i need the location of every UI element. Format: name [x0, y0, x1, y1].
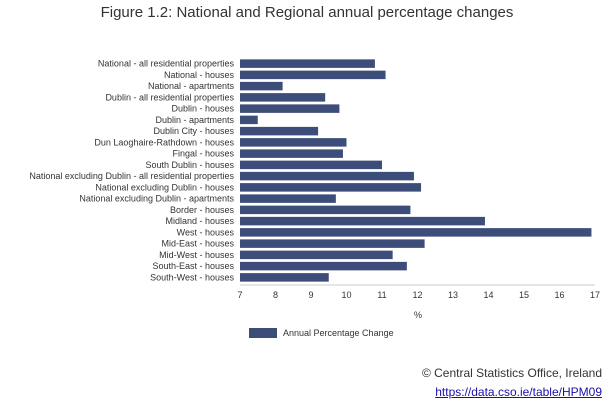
- category-label: Mid-West - houses: [159, 250, 234, 260]
- bar[interactable]: [240, 59, 375, 68]
- x-tick-label: 9: [308, 290, 313, 300]
- category-label: Dublin - apartments: [155, 115, 234, 125]
- category-label: West - houses: [177, 227, 235, 237]
- category-label: Mid-East - houses: [161, 239, 234, 249]
- x-tick-label: 7: [237, 290, 242, 300]
- x-tick-label: 10: [341, 290, 351, 300]
- category-label: South Dublin - houses: [145, 160, 234, 170]
- x-tick-label: 16: [554, 290, 564, 300]
- source-link[interactable]: https://data.cso.ie/table/HPM09: [435, 385, 602, 399]
- bar[interactable]: [240, 160, 382, 170]
- bar[interactable]: [240, 149, 343, 158]
- x-tick-label: 8: [273, 290, 278, 300]
- bar[interactable]: [240, 126, 319, 136]
- bar[interactable]: [240, 138, 347, 147]
- category-label: National - houses: [164, 70, 235, 80]
- category-label: National - apartments: [148, 81, 235, 91]
- category-label: National excluding Dublin - houses: [95, 182, 234, 192]
- category-label: South-East - houses: [152, 261, 234, 271]
- bar[interactable]: [240, 194, 336, 203]
- chart-title: Figure 1.2: National and Regional annual…: [101, 4, 514, 21]
- bar[interactable]: [240, 228, 592, 237]
- legend-label: Annual Percentage Change: [283, 328, 394, 338]
- bar[interactable]: [240, 205, 411, 215]
- category-label: Dublin - houses: [171, 104, 234, 114]
- x-tick-label: 15: [519, 290, 529, 300]
- category-label: Dublin City - houses: [153, 126, 234, 136]
- bar[interactable]: [240, 93, 326, 102]
- category-label: Dun Laoghaire-Rathdown - houses: [94, 137, 234, 147]
- x-tick-label: 11: [377, 290, 386, 300]
- x-tick-label: 13: [448, 290, 458, 300]
- bar[interactable]: [240, 104, 340, 113]
- copyright-text: © Central Statistics Office, Ireland: [421, 366, 602, 380]
- bar[interactable]: [240, 216, 485, 226]
- bar[interactable]: [240, 183, 422, 192]
- bar[interactable]: [240, 115, 258, 125]
- x-tick-label: 12: [412, 290, 422, 300]
- x-axis-label: %: [414, 310, 422, 320]
- category-label: South-West - houses: [150, 272, 234, 282]
- bar[interactable]: [240, 261, 407, 271]
- bars: [240, 59, 592, 282]
- bar[interactable]: [240, 81, 283, 91]
- category-label: Border - houses: [170, 205, 235, 215]
- x-tick-labels: 7 8 9 10 11 12 13 14 15 16 17: [237, 290, 600, 300]
- bar[interactable]: [240, 171, 414, 181]
- category-label: Midland - houses: [165, 216, 234, 226]
- category-label: Fingal - houses: [172, 149, 234, 159]
- category-labels: National - all residential propertiesNat…: [29, 59, 234, 283]
- category-label: National - all residential properties: [98, 59, 235, 69]
- category-label: National excluding Dublin - apartments: [79, 194, 234, 204]
- category-label: National excluding Dublin - all resident…: [29, 171, 234, 181]
- category-label: Dublin - all residential properties: [105, 92, 234, 102]
- bar[interactable]: [240, 273, 329, 282]
- x-tick-label: 17: [590, 290, 600, 300]
- bar[interactable]: [240, 250, 393, 260]
- x-tick-label: 14: [483, 290, 493, 300]
- bar[interactable]: [240, 239, 425, 248]
- legend[interactable]: Annual Percentage Change: [249, 328, 394, 338]
- legend-swatch: [249, 328, 277, 338]
- bar[interactable]: [240, 70, 386, 80]
